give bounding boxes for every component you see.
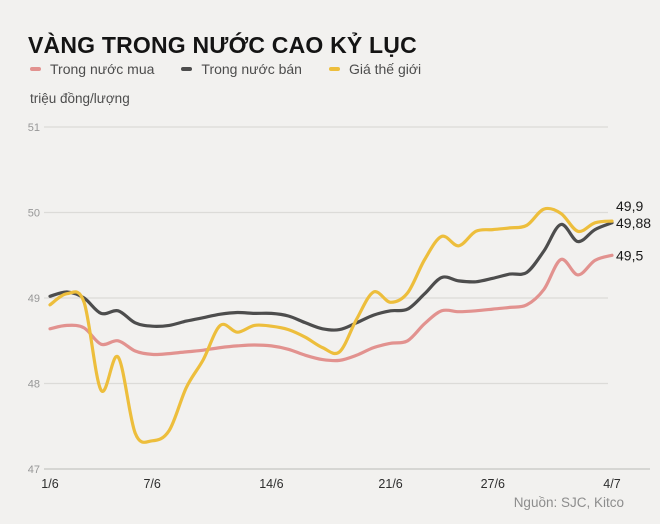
legend-item-domestic-buy: Trong nước mua xyxy=(30,61,154,77)
chart-title: VÀNG TRONG NƯỚC CAO KỶ LỤC xyxy=(28,32,417,59)
y-tick-label: 47 xyxy=(28,464,40,476)
x-tick-label: 27/6 xyxy=(481,477,505,491)
y-tick-label: 48 xyxy=(28,379,40,391)
legend-dash-icon xyxy=(328,67,340,71)
end-value-label-domestic-sell: 49,88 xyxy=(616,215,651,231)
y-tick-label: 51 xyxy=(28,122,40,134)
series-line-world-price xyxy=(48,206,614,444)
end-value-label-domestic-buy: 49,5 xyxy=(616,247,643,263)
x-tick-label: 14/6 xyxy=(259,477,283,491)
legend-dash-icon xyxy=(30,67,41,71)
series-line-domestic-buy xyxy=(48,253,614,363)
series-line-domestic-sell xyxy=(48,221,614,332)
x-tick-label: 1/6 xyxy=(41,477,58,491)
y-tick-label: 50 xyxy=(28,208,40,220)
legend-label: Trong nước mua xyxy=(50,61,155,77)
x-tick-label: 4/7 xyxy=(603,477,620,491)
y-tick-label: 49 xyxy=(28,293,40,305)
legend-dash-icon xyxy=(181,67,193,71)
legend-item-world-price: Giá thế giới xyxy=(328,61,422,77)
x-tick-label: 7/6 xyxy=(143,477,160,491)
legend-label: Trong nước bán xyxy=(201,61,302,77)
legend: Trong nước mua Trong nước bán Giá thế gi… xyxy=(30,61,421,77)
legend-item-domestic-sell: Trong nước bán xyxy=(181,61,302,77)
y-axis-unit-label: triệu đồng/lượng xyxy=(30,91,130,106)
legend-label: Giá thế giới xyxy=(348,61,422,77)
x-tick-label: 21/6 xyxy=(378,477,402,491)
source-credit: Nguồn: SJC, Kitco xyxy=(513,495,624,510)
end-value-label-world-price: 49,9 xyxy=(616,198,643,214)
